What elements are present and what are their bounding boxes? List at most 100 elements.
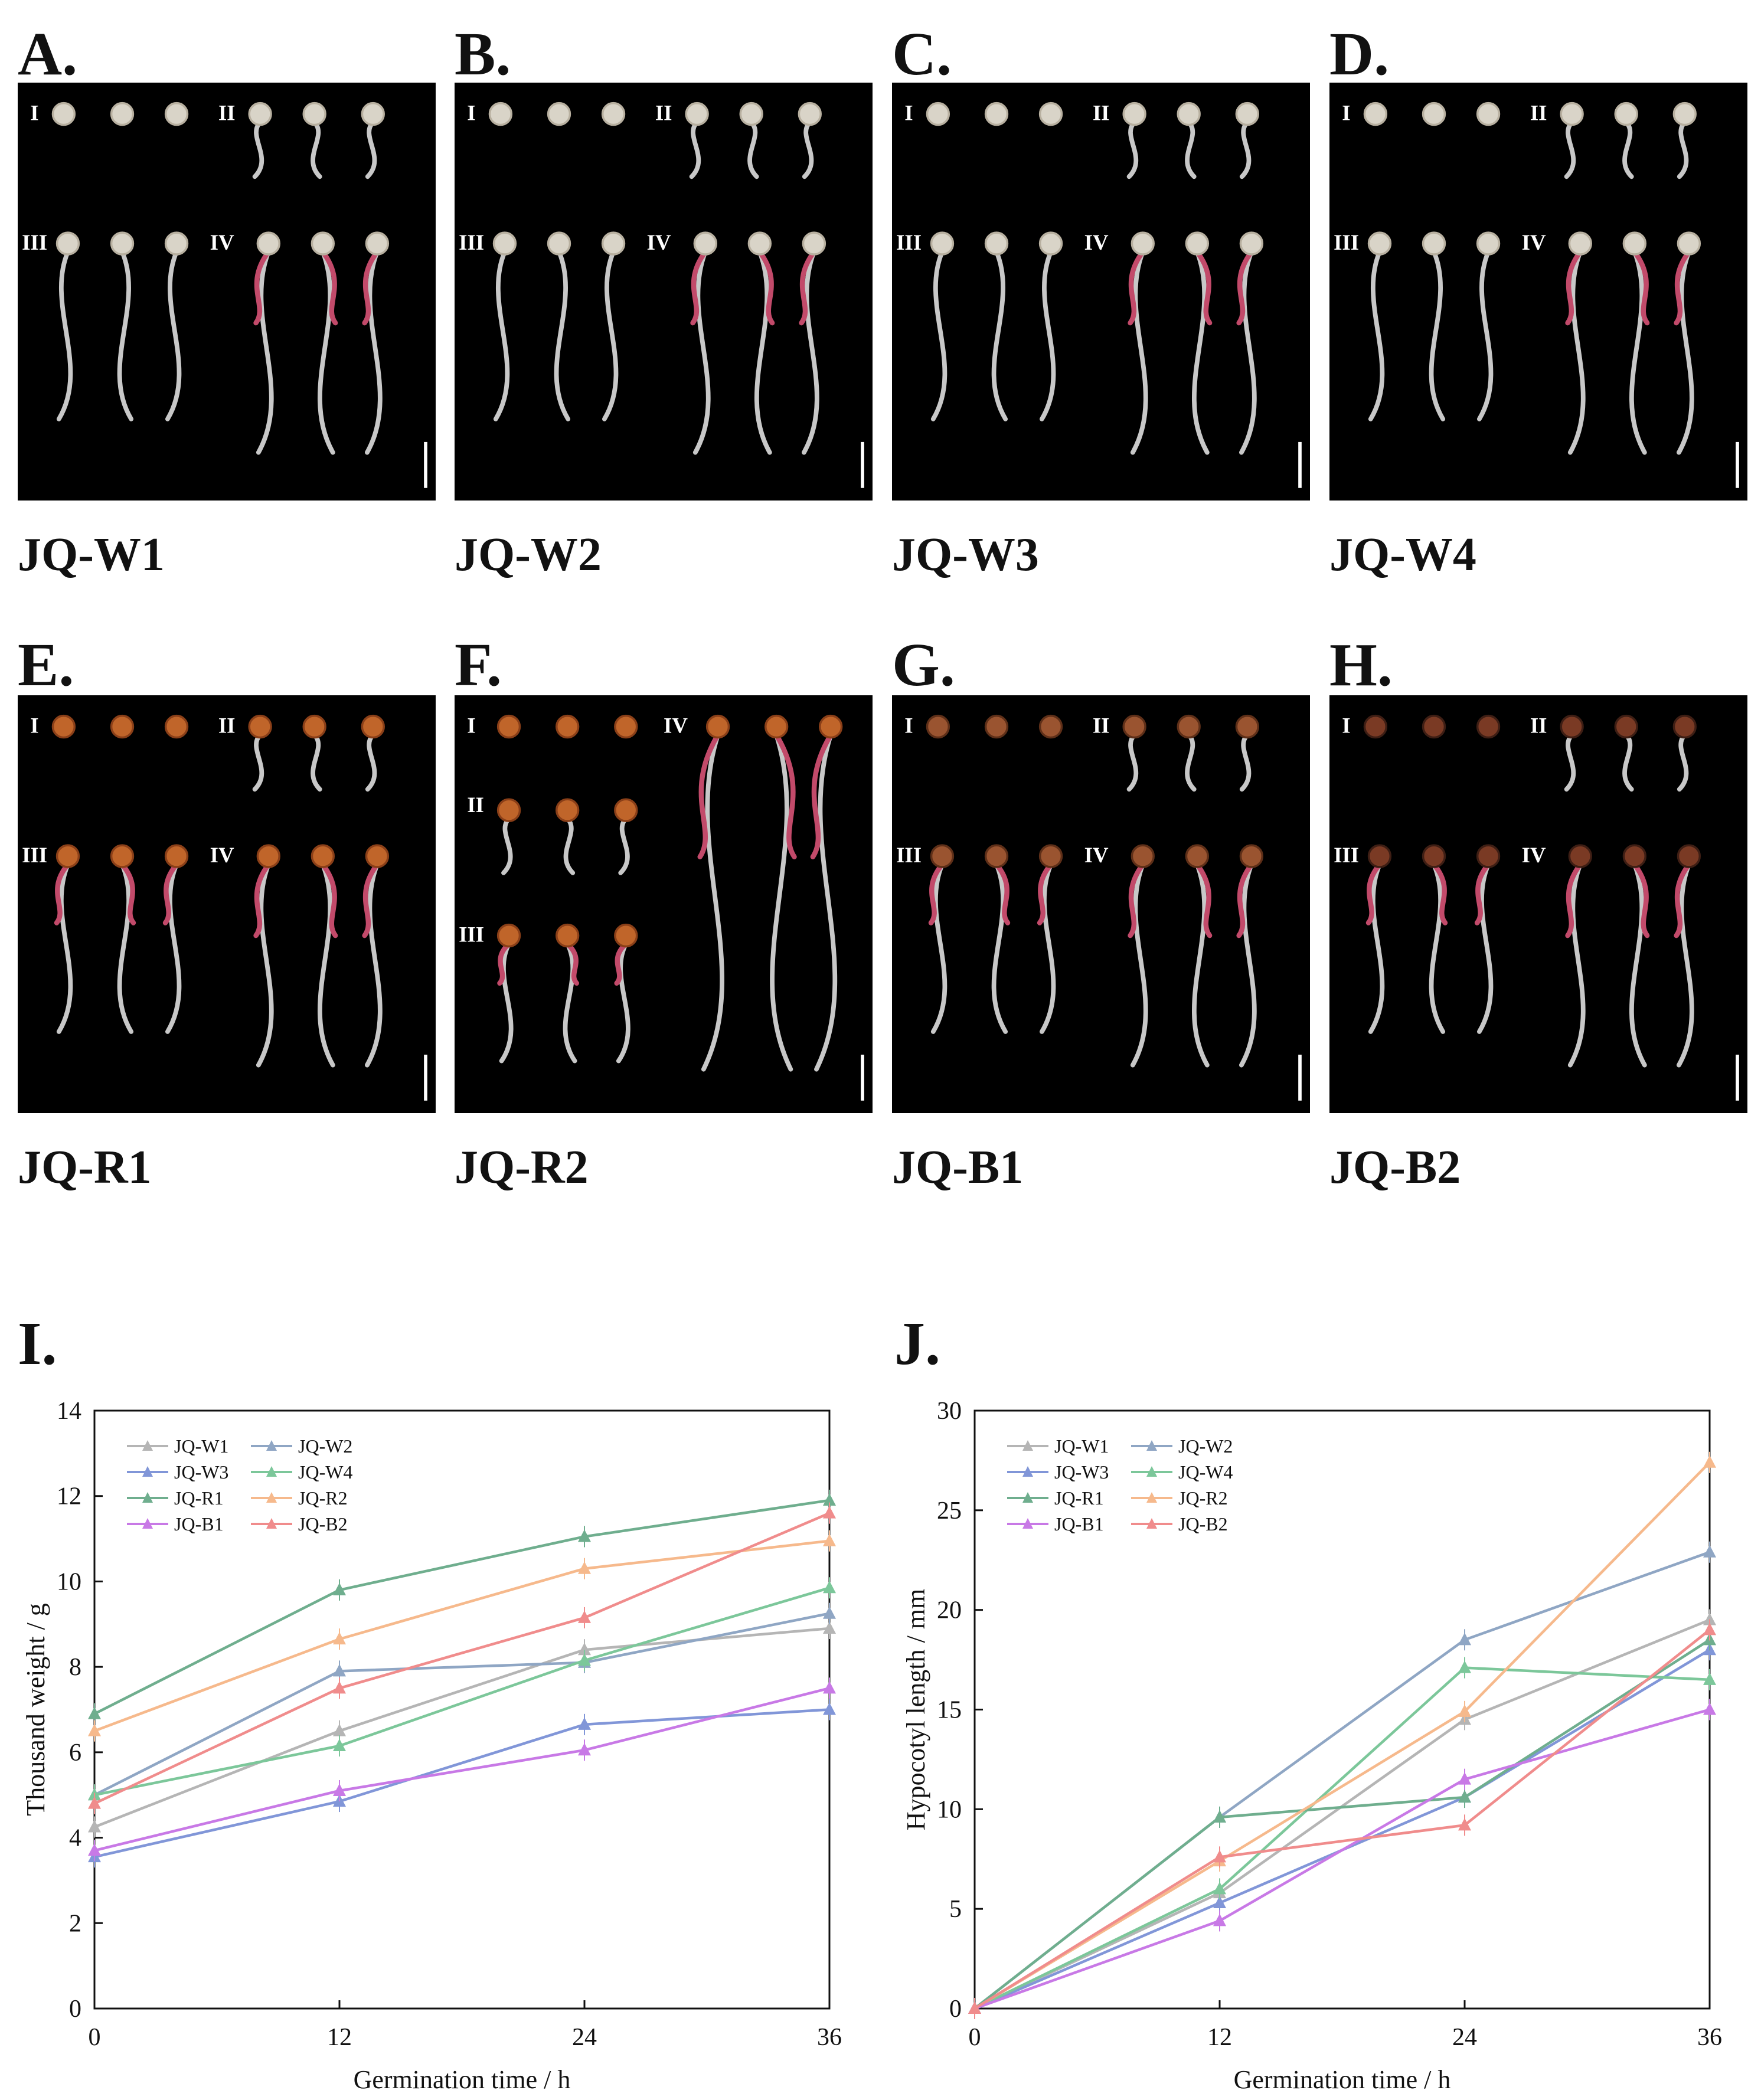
chart-letter: J.: [894, 1310, 940, 1378]
svg-text:III: III: [896, 843, 922, 867]
data-point: [1458, 1772, 1471, 1785]
svg-text:I: I: [904, 714, 913, 738]
series-jq-w1: [88, 1618, 836, 1838]
data-point: [1703, 1612, 1716, 1625]
panel-letter: A.: [18, 20, 78, 88]
svg-text:IV: IV: [1084, 843, 1109, 867]
series-jq-b1: [968, 1699, 1716, 2019]
data-point: [333, 1739, 346, 1752]
y-tick-label: 4: [69, 1825, 81, 1852]
y-tick-label: 8: [69, 1654, 81, 1681]
data-point: [88, 1723, 101, 1736]
y-tick-label: 10: [57, 1568, 81, 1595]
series-line: [93, 1499, 830, 1715]
panel-letter: E.: [18, 631, 74, 699]
seedling-photo: I II III IV: [892, 695, 1310, 1113]
legend-marker: [142, 1492, 153, 1503]
legend-marker: [266, 1440, 277, 1451]
data-point: [578, 1561, 591, 1574]
sample-label: JQ-R1: [18, 1141, 152, 1193]
legend-label: JQ-W4: [298, 1461, 352, 1483]
svg-text:II: II: [1093, 101, 1110, 125]
legend-label: JQ-R2: [1178, 1487, 1228, 1509]
svg-text:I: I: [467, 101, 475, 125]
legend-marker: [1146, 1492, 1157, 1503]
series-line: [974, 1618, 1710, 2010]
series-jq-b2: [968, 1619, 1716, 2019]
panel-letter: D.: [1329, 20, 1390, 88]
svg-text:II: II: [218, 714, 236, 738]
y-axis-label: Thousand weight / g: [21, 1603, 50, 1816]
data-point: [1213, 1850, 1226, 1863]
x-tick-label: 0: [969, 2024, 981, 2051]
legend-label: JQ-W2: [298, 1435, 352, 1457]
y-tick-label: 20: [937, 1597, 962, 1624]
y-axis-label: Hypocotyl length / mm: [901, 1589, 930, 1830]
data-point: [1703, 1672, 1716, 1685]
legend-label: JQ-W3: [1054, 1461, 1109, 1483]
series-line: [94, 1587, 830, 1797]
legend-marker: [266, 1466, 277, 1477]
series-line: [94, 1687, 830, 1852]
x-tick-label: 0: [89, 2024, 101, 2051]
seedling-photo: I II III IV: [1329, 83, 1747, 501]
x-tick-label: 12: [1207, 2024, 1232, 2051]
series-jq-w3: [968, 1639, 1716, 2019]
x-tick-label: 24: [1452, 2024, 1477, 2051]
series-line: [973, 1628, 1711, 2010]
legend-label: JQ-R2: [298, 1487, 348, 1509]
data-point: [333, 1664, 346, 1677]
legend: JQ-W1 JQ-W2 JQ-W3 JQ-W4 JQ-R1 JQ-R2 JQ-B1 JQ-B2: [127, 1435, 352, 1535]
data-point: [578, 1717, 591, 1730]
data-point: [1213, 1913, 1226, 1926]
series-line: [94, 1708, 830, 1859]
y-tick-label: 5: [949, 1896, 962, 1923]
legend-marker: [1146, 1518, 1157, 1529]
legend-marker: [266, 1492, 277, 1503]
svg-text:I: I: [1342, 714, 1350, 738]
series-line: [973, 1461, 1711, 2010]
x-tick-label: 24: [572, 2024, 597, 2051]
sample-label: JQ-W4: [1329, 529, 1476, 581]
sample-label: JQ-R2: [455, 1141, 589, 1193]
data-point: [1703, 1455, 1716, 1468]
legend: JQ-W1 JQ-W2 JQ-W3 JQ-W4 JQ-R1 JQ-R2 JQ-B1 JQ-B2: [1007, 1435, 1233, 1535]
data-point: [578, 1643, 591, 1656]
x-axis-label: Germination time / h: [354, 2065, 571, 2094]
legend-marker: [1146, 1466, 1157, 1477]
series-jq-w4: [968, 1657, 1716, 2019]
data-point: [1213, 1882, 1226, 1895]
legend-marker: [142, 1518, 153, 1529]
legend-marker: [1022, 1440, 1033, 1451]
data-point: [1703, 1545, 1716, 1558]
y-tick-label: 15: [937, 1697, 962, 1724]
svg-text:I: I: [1342, 101, 1350, 125]
data-point: [823, 1681, 836, 1694]
data-point: [333, 1582, 346, 1595]
y-tick-label: 6: [69, 1739, 81, 1767]
svg-text:I: I: [467, 714, 475, 738]
series-line: [93, 1612, 830, 1797]
svg-text:IV: IV: [664, 714, 688, 738]
data-point: [1458, 1704, 1471, 1717]
data-point: [333, 1681, 346, 1694]
series-line: [94, 1539, 830, 1732]
svg-text:I: I: [30, 101, 38, 125]
seedling-photo: I II III IV: [1329, 695, 1747, 1113]
sample-label: JQ-W3: [892, 529, 1039, 581]
series-line: [973, 1638, 1711, 2010]
legend-marker: [1022, 1466, 1033, 1477]
svg-text:II: II: [1530, 101, 1547, 125]
svg-text:IV: IV: [1522, 843, 1546, 867]
data-point: [1458, 1818, 1471, 1831]
svg-text:I: I: [30, 714, 38, 738]
data-point: [823, 1702, 836, 1715]
y-tick-label: 30: [937, 1398, 962, 1425]
data-point: [823, 1581, 836, 1594]
y-tick-label: 12: [57, 1483, 81, 1510]
data-point: [823, 1533, 836, 1546]
panel-letter: H.: [1329, 631, 1393, 699]
data-point: [1458, 1790, 1471, 1803]
svg-text:III: III: [22, 843, 47, 867]
